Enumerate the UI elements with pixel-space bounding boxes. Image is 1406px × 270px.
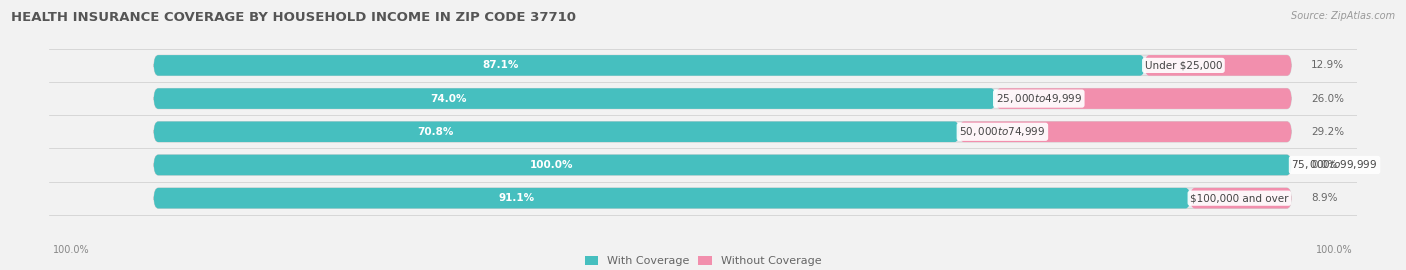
Text: $100,000 and over: $100,000 and over — [1189, 193, 1289, 203]
Text: $50,000 to $74,999: $50,000 to $74,999 — [959, 125, 1046, 138]
FancyBboxPatch shape — [153, 88, 1292, 109]
Text: Source: ZipAtlas.com: Source: ZipAtlas.com — [1291, 11, 1395, 21]
Text: HEALTH INSURANCE COVERAGE BY HOUSEHOLD INCOME IN ZIP CODE 37710: HEALTH INSURANCE COVERAGE BY HOUSEHOLD I… — [11, 11, 576, 24]
Text: 26.0%: 26.0% — [1310, 94, 1344, 104]
Text: $75,000 to $99,999: $75,000 to $99,999 — [1292, 158, 1378, 171]
FancyBboxPatch shape — [995, 88, 1292, 109]
FancyBboxPatch shape — [153, 155, 1292, 175]
Text: 100.0%: 100.0% — [530, 160, 574, 170]
Text: Under $25,000: Under $25,000 — [1144, 60, 1222, 70]
FancyBboxPatch shape — [153, 55, 1292, 76]
FancyBboxPatch shape — [153, 122, 1292, 142]
FancyBboxPatch shape — [959, 122, 1292, 142]
Text: 0.0%: 0.0% — [1310, 160, 1337, 170]
FancyBboxPatch shape — [153, 188, 1292, 208]
Text: 8.9%: 8.9% — [1310, 193, 1337, 203]
Text: $25,000 to $49,999: $25,000 to $49,999 — [995, 92, 1083, 105]
FancyBboxPatch shape — [153, 155, 1292, 175]
Legend: With Coverage, Without Coverage: With Coverage, Without Coverage — [585, 256, 821, 266]
Text: 70.8%: 70.8% — [418, 127, 454, 137]
Text: 91.1%: 91.1% — [499, 193, 534, 203]
FancyBboxPatch shape — [1189, 188, 1291, 208]
FancyBboxPatch shape — [153, 88, 995, 109]
FancyBboxPatch shape — [1144, 55, 1292, 76]
FancyBboxPatch shape — [153, 188, 1189, 208]
FancyBboxPatch shape — [153, 55, 1144, 76]
Text: 100.0%: 100.0% — [53, 245, 90, 255]
FancyBboxPatch shape — [153, 122, 959, 142]
Text: 74.0%: 74.0% — [430, 94, 467, 104]
Text: 100.0%: 100.0% — [1316, 245, 1353, 255]
Text: 29.2%: 29.2% — [1310, 127, 1344, 137]
Text: 12.9%: 12.9% — [1310, 60, 1344, 70]
Text: 87.1%: 87.1% — [482, 60, 519, 70]
